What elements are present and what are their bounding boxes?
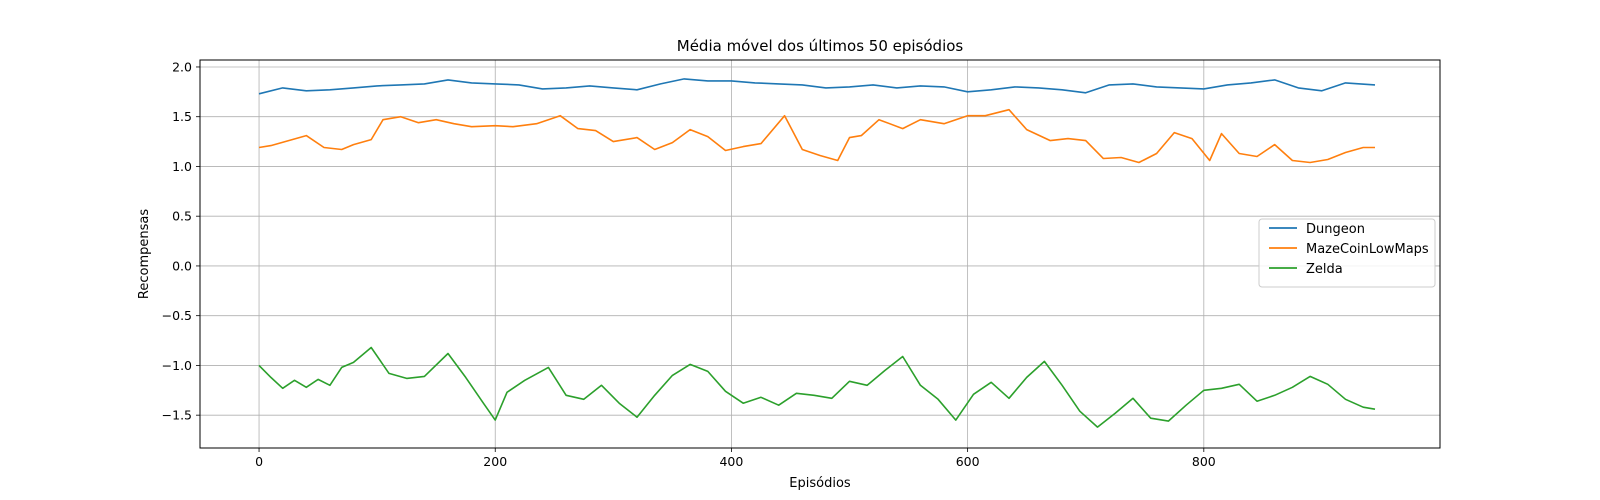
series-line-dungeon <box>258 78 1376 95</box>
plot-frame <box>199 59 1441 449</box>
y-tick-label: 2.0 <box>172 59 192 74</box>
x-tick-label: 0 <box>255 454 263 469</box>
series-lines <box>258 78 1376 428</box>
legend-box <box>1258 218 1436 288</box>
x-tick-label: 400 <box>719 454 743 469</box>
y-tick-label: −1.0 <box>162 358 192 373</box>
y-tick-label: −0.5 <box>162 308 192 323</box>
x-tick-label: 600 <box>956 454 980 469</box>
chart-title: Média móvel dos últimos 50 episódios <box>677 37 964 55</box>
axis-ticks: 0 200 400 600 800 −1.5 −1.0 −0.5 0.0 0.5 1.0 1.5 2.0 <box>162 59 1216 469</box>
y-tick-label: −1.5 <box>162 408 192 423</box>
x-tick-label: 200 <box>483 454 507 469</box>
series-line-zelda <box>258 346 1376 428</box>
legend-label-mazecoinlowmaps: MazeCoinLowMaps <box>1306 242 1429 257</box>
y-tick-label: 1.0 <box>172 159 192 174</box>
x-axis-label: Episódios <box>789 476 851 491</box>
series-line-mazecoinlowmaps <box>258 108 1375 164</box>
legend: Dungeon MazeCoinLowMaps Zelda <box>1258 218 1436 288</box>
grid <box>200 60 1440 448</box>
y-axis-label: Recompensas <box>137 209 152 299</box>
y-tick-label: 0.0 <box>172 258 192 273</box>
legend-label-dungeon: Dungeon <box>1306 222 1365 237</box>
y-tick-label: 0.5 <box>172 209 192 224</box>
legend-label-zelda: Zelda <box>1306 262 1343 277</box>
y-tick-label: 1.5 <box>172 109 192 124</box>
x-tick-label: 800 <box>1192 454 1216 469</box>
